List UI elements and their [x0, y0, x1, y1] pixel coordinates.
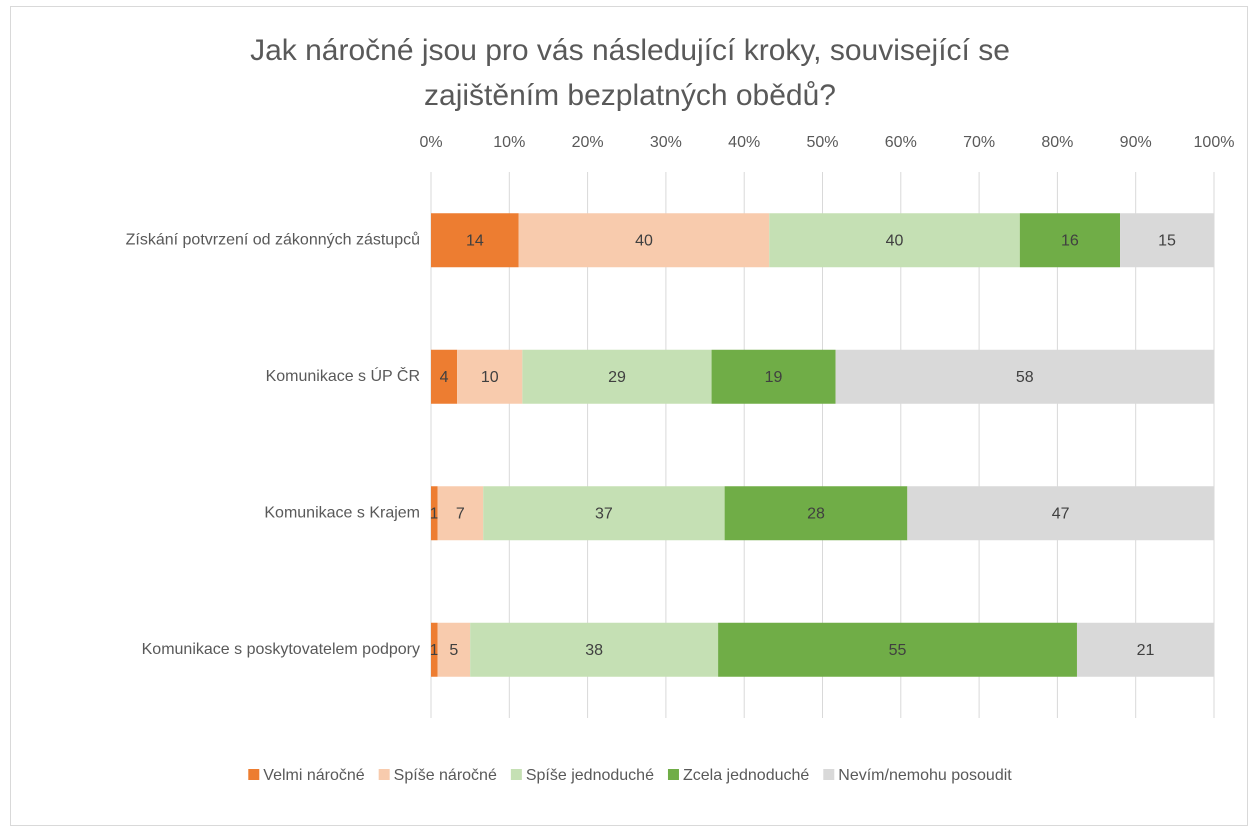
bar-segment	[835, 349, 1214, 404]
x-tick-label: 50%	[806, 134, 838, 151]
data-label: 58	[1016, 369, 1034, 386]
legend-swatch	[510, 769, 522, 780]
data-label: 16	[1061, 232, 1079, 249]
legend-label: Spíše jednoduché	[526, 767, 654, 784]
data-label: 1	[430, 642, 439, 659]
bar-segment	[483, 486, 725, 541]
data-label: 7	[456, 505, 465, 522]
x-tick-label: 20%	[572, 134, 604, 151]
data-label: 28	[807, 505, 825, 522]
legend-swatch	[823, 769, 835, 780]
x-tick-label: 80%	[1041, 134, 1073, 151]
legend-label: Zcela jednoduché	[683, 767, 809, 784]
bar-segment	[431, 213, 519, 268]
legend-swatch	[667, 769, 679, 780]
legend-label: Velmi náročné	[263, 767, 364, 784]
data-label: 5	[449, 642, 458, 659]
bar-segment	[457, 349, 523, 404]
data-label: 15	[1158, 232, 1176, 249]
bar-segment	[1019, 213, 1121, 268]
bar-segment	[437, 622, 471, 677]
y-tick-label: Získání potvrzení od zákonných zástupců	[126, 230, 420, 248]
bar-segment	[724, 486, 908, 541]
x-tick-label: 60%	[885, 134, 917, 151]
bar-segment	[718, 622, 1077, 677]
bar-segment	[711, 349, 836, 404]
x-tick-label: 100%	[1194, 134, 1235, 151]
bar-segment	[522, 349, 712, 404]
x-tick-label: 70%	[963, 134, 995, 151]
data-label: 40	[886, 232, 904, 249]
legend-swatch	[248, 769, 260, 780]
data-label: 38	[585, 642, 603, 659]
data-label: 4	[440, 369, 449, 386]
y-tick-label: Komunikace s ÚP ČR	[266, 366, 420, 385]
chart-title: Jak náročné jsou pro vás následující kro…	[250, 34, 1010, 112]
data-label: 21	[1137, 642, 1155, 659]
y-tick-label: Komunikace s poskytovatelem podpory	[142, 641, 420, 658]
x-tick-label: 40%	[728, 134, 760, 151]
bar-segment	[431, 486, 438, 541]
y-tick-label: Komunikace s Krajem	[264, 504, 420, 521]
bar-segment	[1120, 213, 1214, 268]
data-label: 1	[430, 505, 439, 522]
x-tick-label: 90%	[1120, 134, 1152, 151]
bar-segment	[518, 213, 770, 268]
x-tick-label: 0%	[419, 134, 442, 151]
bar-segment	[907, 486, 1214, 541]
data-label: 29	[608, 369, 626, 386]
x-tick-label: 30%	[650, 134, 682, 151]
data-label: 10	[481, 369, 499, 386]
bar-segment	[431, 349, 458, 404]
bar-segment	[431, 622, 438, 677]
bar-segment	[769, 213, 1020, 268]
data-label: 37	[595, 505, 613, 522]
bar-segment	[1076, 622, 1214, 677]
legend-swatch	[378, 769, 390, 780]
chart-frame	[10, 6, 1248, 826]
data-label: 55	[889, 642, 907, 659]
data-label: 19	[765, 369, 783, 386]
bar-segment	[437, 486, 484, 541]
x-tick-label: 10%	[493, 134, 525, 151]
data-label: 14	[466, 232, 484, 249]
bar-segment	[470, 622, 719, 677]
data-label: 47	[1052, 505, 1070, 522]
data-label: 40	[635, 232, 653, 249]
legend-label: Nevím/nemohu posoudit	[838, 767, 1012, 784]
legend-label: Spíše náročné	[394, 767, 497, 784]
